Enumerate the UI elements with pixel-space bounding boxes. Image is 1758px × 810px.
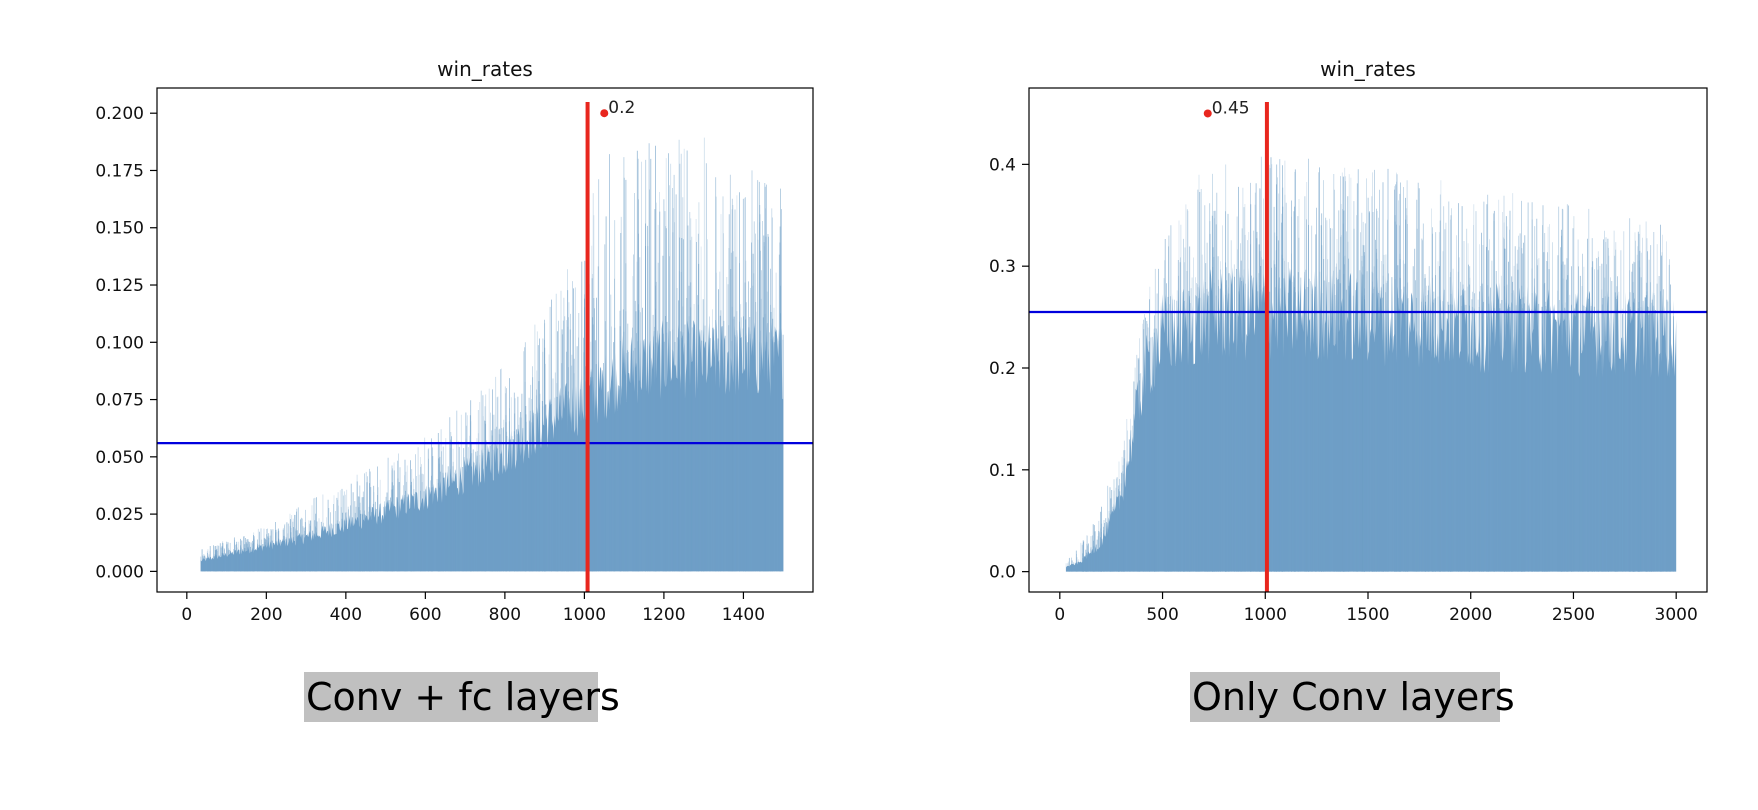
chart1-y-tick-label: 0.100 [95,333,144,353]
chart1-series-spikes [200,137,784,572]
chart1-y-tick-label: 0.200 [95,104,144,124]
chart1-frame [156,87,814,593]
chart2-x-tick-label: 3000 [1655,605,1698,625]
chart2-max-point [1203,109,1212,118]
chart1-x-tick-label: 800 [489,605,521,625]
caption-only-conv: Only Conv layers [1190,672,1515,722]
chart2-y-tick-label: 0.0 [989,563,1016,583]
chart1-x-tick-label: 400 [330,605,362,625]
chart1-x-tick-label: 600 [409,605,441,625]
chart2-x-tick-label: 0 [1054,605,1065,625]
chart2-x-tick-label: 1500 [1346,605,1389,625]
caption-conv-fc: Conv + fc layers [304,672,620,722]
chart1-max-point-label: 0.2 [608,98,635,118]
chart2-x-tick-label: 500 [1146,605,1178,625]
chart1-y-tick-label: 0.025 [95,505,144,525]
chart2-y-tick-label: 0.3 [989,257,1016,277]
chart2-max-point-label: 0.45 [1212,98,1250,118]
chart2-x-tick-label: 2500 [1552,605,1595,625]
chart1-x-tick-label: 1000 [563,605,606,625]
chart2-x-tick-label: 1000 [1244,605,1287,625]
chart2-y-tick-label: 0.1 [989,461,1016,481]
chart1-y-tick-label: 0.125 [95,276,144,296]
chart1-max-point [600,109,609,118]
chart1-x-tick-label: 0 [181,605,192,625]
chart2-title: win_rates [1320,57,1416,81]
chart1-x-tick-label: 1200 [642,605,685,625]
chart2-y-tick-label: 0.2 [989,359,1016,379]
chart1-y-tick-label: 0.000 [95,562,144,582]
chart1-y-tick-label: 0.175 [95,161,144,181]
chart1-y-tick-label: 0.075 [95,391,144,411]
chart2-series-spikes [1065,156,1674,572]
chart1-title: win_rates [437,57,533,81]
chart1-x-tick-label: 1400 [722,605,765,625]
chart2-x-tick-label: 2000 [1449,605,1492,625]
chart1-x-tick-label: 200 [250,605,282,625]
chart2-y-tick-label: 0.4 [989,155,1016,175]
chart1-y-tick-label: 0.050 [95,448,144,468]
chart1-y-tick-label: 0.150 [95,219,144,239]
